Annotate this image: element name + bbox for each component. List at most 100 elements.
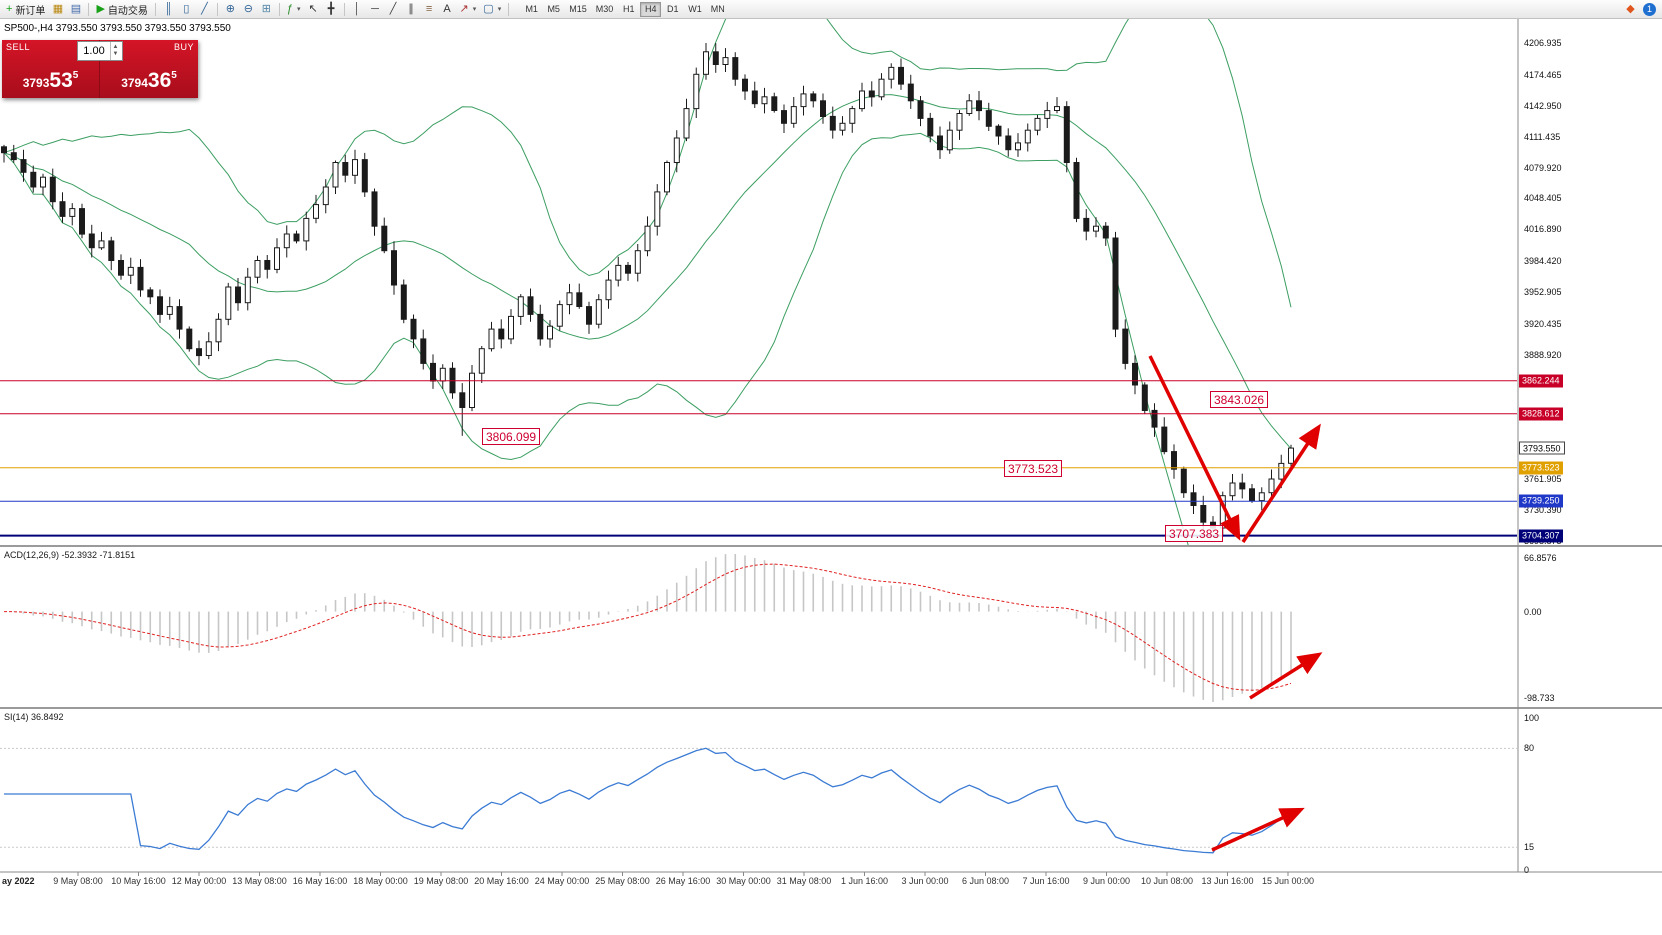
- candle: [1249, 488, 1255, 502]
- line-chart-icon[interactable]: ╱: [196, 1, 213, 17]
- volume-up-icon[interactable]: ▲: [112, 44, 119, 50]
- macd-signal-line: [3, 563, 1292, 691]
- timeframe-m5-button[interactable]: M5: [547, 4, 560, 14]
- trend-arrow[interactable]: [1241, 423, 1321, 543]
- candle: [1210, 521, 1216, 529]
- crosshair-icon[interactable]: ╋: [323, 1, 340, 17]
- bollinger-lower-band: [3, 132, 1190, 546]
- timeframe-h1-button[interactable]: H1: [622, 4, 635, 14]
- notifications-badge[interactable]: 1: [1643, 2, 1656, 16]
- candle: [439, 367, 446, 382]
- volume-input[interactable]: [78, 43, 110, 59]
- candle: [566, 292, 573, 306]
- candle: [537, 313, 544, 340]
- candle: [391, 250, 397, 286]
- channel-icon[interactable]: ∥: [403, 1, 420, 17]
- timeframe-w1-button[interactable]: W1: [688, 4, 702, 14]
- tile-windows-icon[interactable]: ⊞: [258, 1, 275, 17]
- bars-chart-icon[interactable]: ║: [160, 1, 177, 17]
- candle: [1083, 217, 1090, 232]
- zoom-out-icon[interactable]: ⊖: [240, 1, 257, 17]
- horizontal-line-icon[interactable]: ─: [367, 1, 384, 17]
- candle: [361, 159, 368, 193]
- candle: [1063, 106, 1070, 163]
- candle: [898, 66, 904, 85]
- new-order-button[interactable]: + 新订单: [3, 1, 48, 17]
- timeframe-m1-button[interactable]: M1: [525, 4, 538, 14]
- candle: [547, 325, 553, 340]
- timeframe-mn-button[interactable]: MN: [710, 4, 725, 14]
- candle: [488, 328, 495, 350]
- sell-price-pips: 53: [49, 69, 73, 92]
- sell-button[interactable]: SELL 3793535: [2, 40, 100, 98]
- candle: [976, 100, 982, 112]
- candlestick-chart-icon[interactable]: ▯: [178, 1, 195, 17]
- vertical-line-icon[interactable]: │: [349, 1, 366, 17]
- profiles-icon-glyph: ▤: [70, 2, 82, 15]
- buy-label: BUY: [173, 42, 194, 52]
- timeframe-m15-button[interactable]: M15: [569, 4, 587, 14]
- candle: [946, 129, 953, 151]
- candle: [10, 152, 17, 161]
- timeframe-d1-button[interactable]: D1: [666, 4, 679, 14]
- trend-arrow[interactable]: [1249, 652, 1323, 700]
- candle: [985, 110, 992, 127]
- candle: [966, 100, 973, 115]
- indicators-icon[interactable]: ƒ ▾: [284, 1, 304, 17]
- one-click-trading-widget: SELL 3793535 BUY 3794365 ▲ ▼: [2, 40, 198, 98]
- line-chart-icon-glyph: ╱: [201, 2, 208, 15]
- candle: [342, 162, 349, 176]
- candle: [810, 93, 817, 102]
- arrow-objects-icon[interactable]: ↗ ▾: [457, 1, 480, 17]
- trendline-icon-glyph: ╱: [389, 2, 397, 15]
- candle: [907, 83, 914, 102]
- candle: [956, 113, 963, 131]
- autotrading-button[interactable]: ▶ 自动交易: [93, 1, 150, 17]
- volume-stepper[interactable]: ▲ ▼: [110, 42, 120, 60]
- crosshair-icon-glyph: ╋: [327, 2, 335, 15]
- fibonacci-icon[interactable]: ≡: [421, 1, 438, 17]
- chart-ohlc-title: SP500-,H4 3793.550 3793.550 3793.550 379…: [4, 23, 231, 34]
- candle: [683, 108, 690, 139]
- trend-arrow[interactable]: [1211, 807, 1305, 852]
- toolbar-separator: [508, 2, 510, 16]
- volume-down-icon[interactable]: ▼: [112, 51, 119, 57]
- candle: [79, 208, 85, 235]
- text-icon[interactable]: A: [439, 1, 456, 17]
- candle: [1132, 362, 1138, 386]
- candle: [839, 122, 846, 131]
- macd-histogram: [12, 554, 1292, 702]
- new-order-button-label: 新订单: [15, 5, 46, 17]
- trendline-icon[interactable]: ╱: [385, 1, 402, 17]
- candle: [878, 78, 885, 98]
- zoom-in-icon[interactable]: ⊕: [222, 1, 239, 17]
- rsi-line: [4, 747, 1292, 854]
- candle: [430, 362, 436, 382]
- candle: [654, 191, 661, 227]
- candle: [595, 299, 602, 325]
- toolbar-separator: [88, 2, 90, 16]
- candle: [673, 137, 680, 163]
- cursor-icon[interactable]: ↖: [305, 1, 322, 17]
- candle: [1161, 426, 1168, 453]
- trend-arrow[interactable]: [1148, 355, 1241, 541]
- candle: [508, 315, 514, 340]
- shapes-icon[interactable]: ▢ ▾: [480, 1, 504, 17]
- candle: [1054, 106, 1060, 111]
- candle: [917, 100, 924, 119]
- chart-window-icon[interactable]: ▦: [49, 1, 66, 17]
- candle: [274, 247, 280, 270]
- shapes-icon-glyph: ▢: [483, 2, 494, 15]
- sell-price-main: 3793: [22, 76, 50, 90]
- toolbar-separator: [343, 2, 345, 16]
- timeframe-h4-button[interactable]: H4: [640, 1, 662, 17]
- timeframe-m30-button[interactable]: M30: [595, 4, 614, 14]
- candle: [381, 225, 388, 252]
- tile-windows-icon-glyph: ⊞: [261, 2, 272, 15]
- candle: [722, 57, 729, 65]
- profiles-icon[interactable]: ▤: [67, 1, 84, 17]
- candle: [781, 110, 787, 124]
- alert-icon[interactable]: ◆: [1622, 1, 1639, 17]
- buy-price-frac: 5: [171, 70, 177, 81]
